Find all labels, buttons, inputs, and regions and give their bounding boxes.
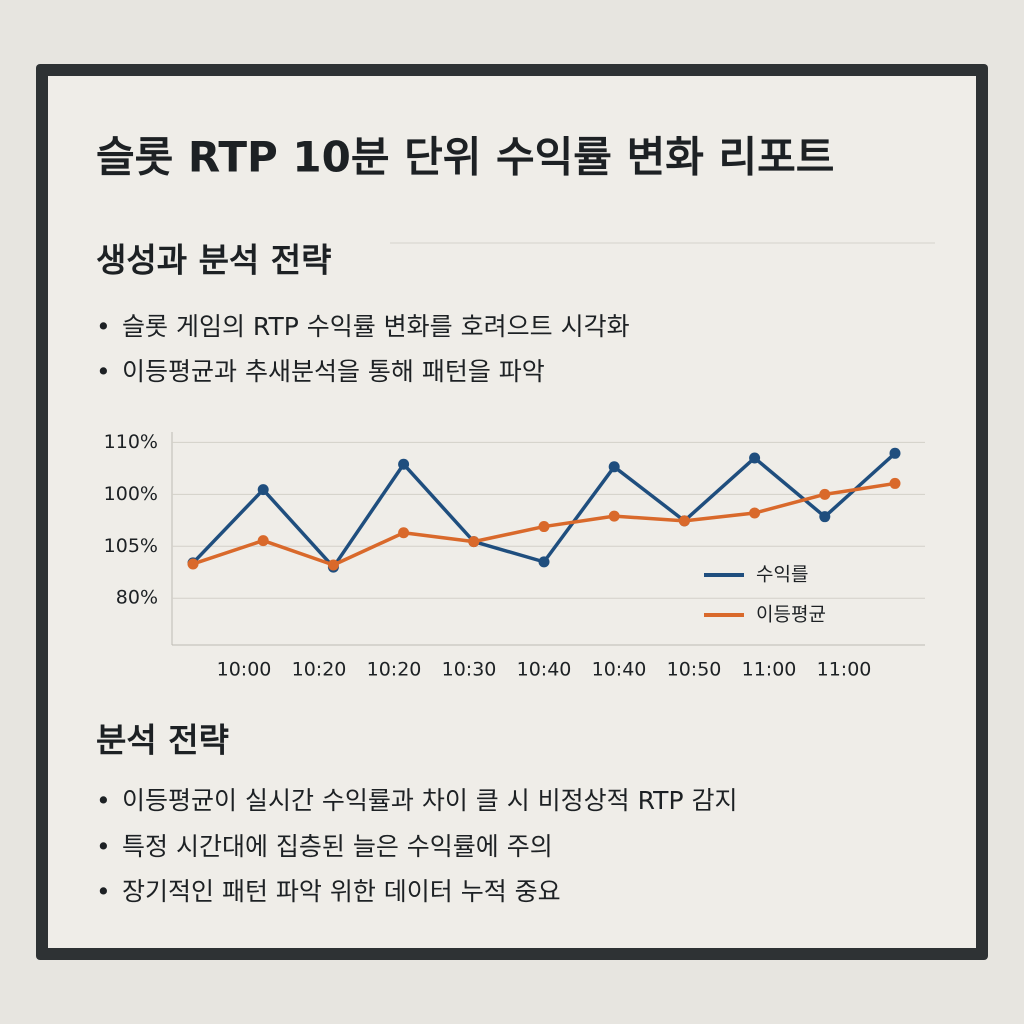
bullet-dot: • xyxy=(96,832,111,861)
x-tick-label: 10:50 xyxy=(667,659,722,681)
x-tick-label: 10:20 xyxy=(292,659,347,681)
x-tick-label: 11:00 xyxy=(817,659,872,681)
point xyxy=(468,536,480,548)
bullet-dot: • xyxy=(96,312,111,341)
point xyxy=(889,477,901,489)
x-tick-label: 10:40 xyxy=(517,659,572,681)
point xyxy=(538,521,550,533)
point xyxy=(187,558,199,570)
point xyxy=(398,527,410,539)
section-heading: 분석 전략 xyxy=(96,721,229,760)
x-tick-label: 10:40 xyxy=(592,659,647,681)
point xyxy=(398,458,410,470)
point xyxy=(889,447,901,459)
point xyxy=(257,535,269,547)
point xyxy=(749,452,761,464)
bullet: 특정 시간대에 집층된 늘은 수익률에 주의 xyxy=(122,832,553,861)
bullet-dot: • xyxy=(96,357,111,386)
point xyxy=(538,556,550,568)
x-tick-label: 10:30 xyxy=(442,659,497,681)
bullet: 이등평균이 실시간 수익률과 차이 클 시 비정상적 RTP 감지 xyxy=(122,786,737,815)
y-tick-label: 110% xyxy=(104,431,158,453)
x-tick-label: 10:20 xyxy=(367,659,422,681)
point xyxy=(819,511,831,523)
y-tick-label: 105% xyxy=(104,535,158,557)
legend-label: 수익를 xyxy=(756,564,808,586)
point xyxy=(819,488,831,500)
point xyxy=(327,559,339,571)
bullet: 슬롯 게임의 RTP 수익률 변화를 호려으트 시각화 xyxy=(122,312,630,341)
y-tick-label: 100% xyxy=(104,483,158,505)
bullet-dot: • xyxy=(96,786,111,815)
legend-label: 이등평균 xyxy=(756,604,826,626)
bullet: 이등평균과 추새분석을 통해 패턴을 파악 xyxy=(122,357,545,386)
bullet: 장기적인 패턴 파악 위한 데이터 누적 중요 xyxy=(122,877,561,906)
bullet-dot: • xyxy=(96,877,111,906)
x-tick-label: 11:00 xyxy=(742,659,797,681)
point xyxy=(257,484,269,496)
title: 슬롯 RTP 10분 단위 수익률 변화 리포트 xyxy=(96,133,834,182)
y-tick-label: 80% xyxy=(116,587,158,609)
chart: 110% 100% 105% 80% 10:00 10:20 10:20 10:30 10:40… xyxy=(104,431,925,681)
point xyxy=(608,461,620,473)
point xyxy=(749,507,761,519)
point xyxy=(608,510,620,522)
point xyxy=(678,515,690,527)
section-heading: 생성과 분석 전략 xyxy=(96,241,332,280)
x-tick-label: 10:00 xyxy=(217,659,272,681)
panel xyxy=(48,76,976,948)
